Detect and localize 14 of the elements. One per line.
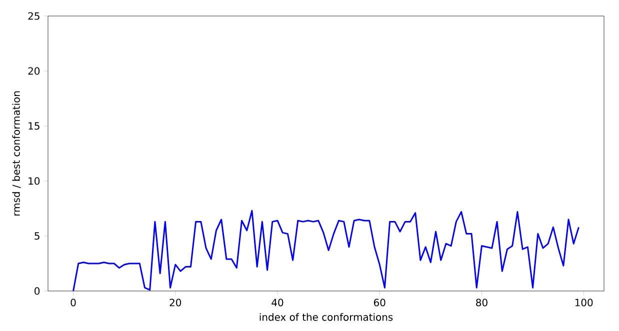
y-tick-label: 0 — [34, 287, 40, 295]
x-tick-label: 0 — [70, 298, 76, 306]
y-tick-label: 15 — [28, 122, 40, 130]
x-tick-label: 60 — [374, 298, 386, 306]
y-tick-label: 5 — [34, 232, 40, 240]
y-tick-label: 20 — [28, 67, 40, 75]
x-axis-title: index of the conformations — [260, 313, 393, 321]
y-axis-title: rmsd / best conformation — [12, 91, 21, 216]
x-tick-label: 100 — [575, 298, 593, 306]
x-tick-label: 20 — [170, 298, 182, 306]
y-tick-label: 10 — [28, 177, 40, 185]
x-tick-label: 80 — [476, 298, 488, 306]
x-tick-label: 40 — [272, 298, 284, 306]
y-tick-label: 25 — [28, 12, 40, 20]
